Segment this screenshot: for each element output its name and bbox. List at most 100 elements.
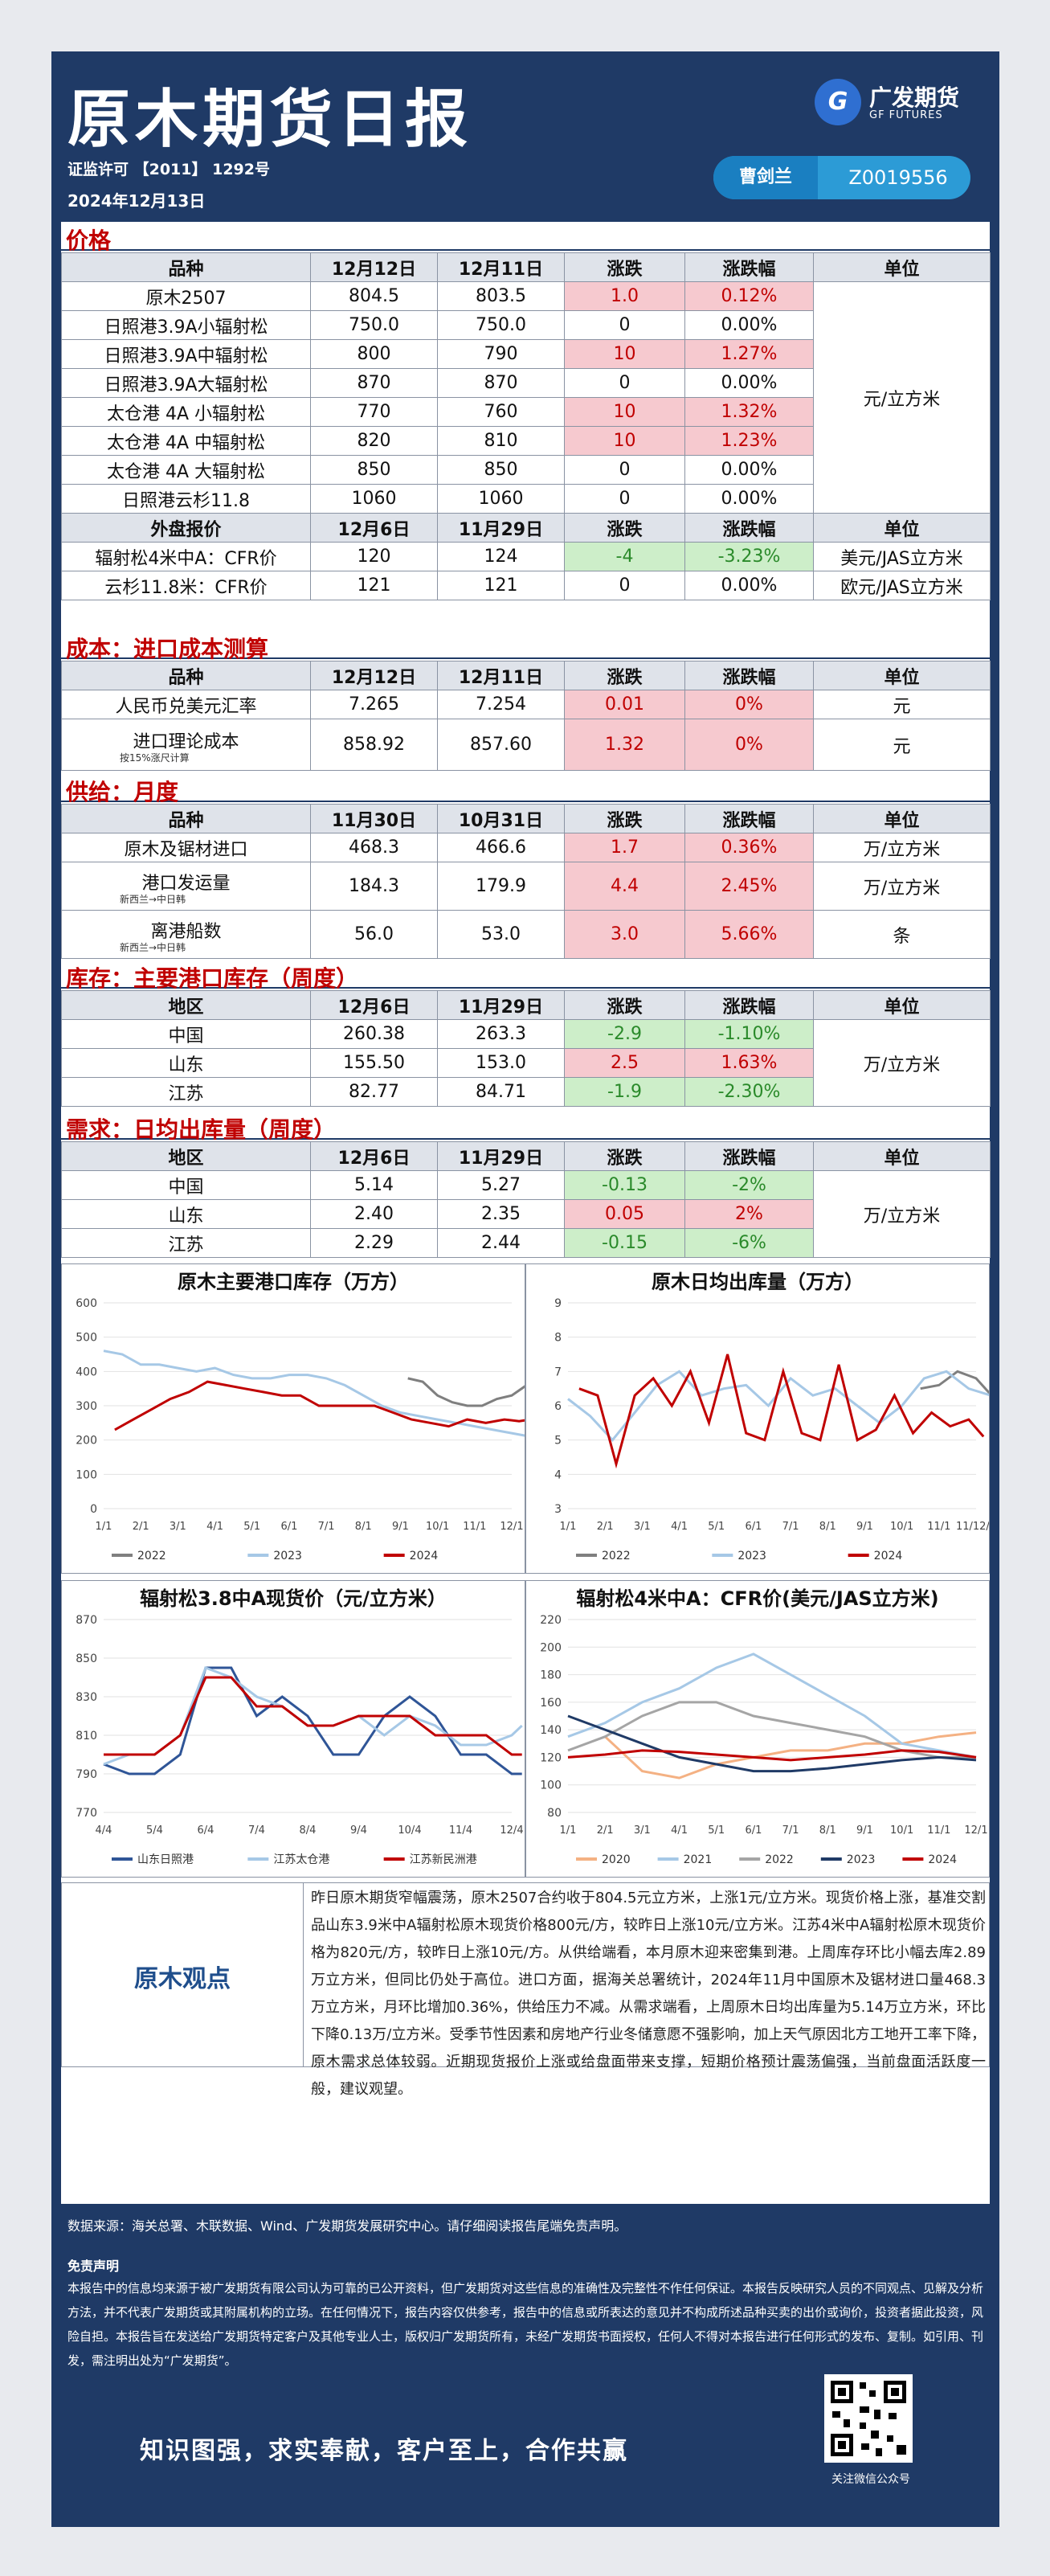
x-tick-label: 9/1 [392, 1521, 409, 1533]
view-text: 昨日原木期货窄幅震荡，原木2507合约收于804.5元立方米，上涨1元/立方米。… [311, 1890, 986, 2098]
x-tick-label: 12/1 [964, 1824, 987, 1837]
table-row: 人民币兑美元汇率 7.265 7.254 0.01 0% 元 [61, 690, 991, 719]
demand-table: 地区 12月6日 11月29日 涨跌 涨跌幅 单位 中国 5.14 5.27 -0.13 -2% 万… [61, 1141, 991, 1258]
y-tick-label: 5 [554, 1435, 562, 1448]
table-row: 日照港云杉11.8 1060 1060 0 0.00% [61, 484, 991, 514]
x-tick-label: 8/1 [819, 1521, 836, 1533]
legend-label: 2024 [410, 1550, 439, 1562]
table-row: 山东 2.40 2.35 0.05 2% [61, 1199, 991, 1229]
table-row: 山东 155.50 153.0 2.5 1.63% [61, 1048, 991, 1078]
legend-label: 2022 [765, 1853, 794, 1866]
series-line-2023 [567, 1714, 977, 1773]
x-tick-label: 5/4 [146, 1824, 163, 1837]
x-tick-label: 7/1 [782, 1824, 799, 1837]
x-tick-label: 1/1 [560, 1824, 577, 1837]
x-tick-label: 7/4 [248, 1824, 265, 1837]
x-tick-label: 9/4 [350, 1824, 367, 1837]
y-tick-label: 160 [540, 1697, 562, 1710]
report-title: 原木期货日报 [67, 84, 473, 156]
slogan: 知识图强，求实奉献，客户至上，合作共赢 [140, 2437, 628, 2465]
x-tick-label: 6/4 [198, 1824, 214, 1837]
y-tick-label: 100 [540, 1779, 562, 1792]
y-tick-label: 100 [76, 1468, 97, 1481]
qr-code-icon [831, 2381, 906, 2456]
disclaimer-heading: 免责声明 [67, 2259, 120, 2274]
table-row: 云杉11.8米：CFR价 121 121 0 0.00% 欧元/JAS立方米 [61, 571, 991, 600]
chart-port-stock: 原木主要港口库存（万方） 0 100 200 300 400 500 600 1/1 2/1 3/… [61, 1263, 525, 1574]
y-tick-label: 6 [554, 1400, 562, 1413]
series-line-2023 [103, 1349, 525, 1437]
series-line-2022 [920, 1370, 989, 1394]
y-tick-label: 7 [554, 1366, 562, 1378]
legend-label: 江苏新民洲港 [410, 1853, 477, 1866]
x-tick-label: 10/1 [890, 1824, 913, 1837]
table-row: 江苏 82.77 84.71 -1.9 -2.30% [61, 1077, 991, 1107]
data-source: 数据来源：海关总署、木联数据、Wind、广发期货发展研究中心。请仔细阅读报告尾端… [67, 2218, 627, 2234]
x-tick-label: 6/1 [745, 1521, 762, 1533]
table-row: 太仓港 4A 大辐射松 850 850 0 0.00% [61, 455, 991, 485]
table-row: 进口理论成本 按15%涨尺计算 858.92 857.60 1.32 0% 元 [61, 719, 991, 771]
y-tick-label: 220 [540, 1614, 562, 1627]
y-tick-label: 830 [76, 1691, 97, 1704]
x-tick-label: 10/1 [426, 1521, 449, 1533]
x-tick-label: 1/1 [96, 1521, 112, 1533]
view-label: 原木观点 [134, 1965, 231, 1993]
legend-label: 2022 [137, 1550, 166, 1562]
section-stock: 库存：主要港口库存（周度） [61, 960, 990, 992]
series-line-2020 [604, 1731, 977, 1779]
y-tick-label: 870 [76, 1614, 97, 1627]
table-row: 原木2507 804.5 803.5 1.0 0.12% 元/立方米 [61, 281, 991, 514]
series-line-2022 [407, 1377, 525, 1407]
x-tick-label: 2/1 [133, 1521, 149, 1533]
x-tick-label: 8/1 [819, 1824, 836, 1837]
y-tick-label: 790 [76, 1768, 97, 1781]
section-supply: 供给：月度 [61, 773, 990, 805]
y-tick-label: 400 [76, 1366, 97, 1378]
y-tick-label: 810 [76, 1730, 97, 1743]
table-row: 太仓港 4A 中辐射松 820 810 10 1.23% [61, 426, 991, 456]
y-tick-label: 600 [76, 1297, 97, 1310]
y-tick-label: 80 [547, 1807, 562, 1820]
series-line-2024 [567, 1749, 977, 1762]
x-tick-label: 10/4 [398, 1824, 421, 1837]
price-table: 品种 12月12日 12月11日 涨跌 涨跌幅 单位 原木2507 804.5 803.5 1.… [61, 252, 991, 600]
legend-label: 山东日照港 [137, 1853, 194, 1866]
x-tick-label: 6/1 [745, 1824, 762, 1837]
x-tick-label: 3/1 [634, 1824, 651, 1837]
y-tick-label: 8 [554, 1332, 562, 1345]
stock-table: 地区 12月6日 11月29日 涨跌 涨跌幅 单位 中国 260.38 263.3 -2.9 -1… [61, 990, 991, 1107]
x-tick-label: 3/1 [634, 1521, 651, 1533]
series-line-山东日照港 [103, 1666, 522, 1775]
y-tick-label: 0 [90, 1503, 97, 1516]
table-row: 辐射松4米中A：CFR价 120 124 -4 -3.23% 美元/JAS立方米 [61, 542, 991, 571]
table-row: 日照港3.9A大辐射松 870 870 0 0.00% [61, 368, 991, 398]
table-row: 太仓港 4A 小辐射松 770 760 10 1.32% [61, 397, 991, 427]
table-row: 日照港3.9A中辐射松 800 790 10 1.27% [61, 339, 991, 369]
qr-caption: 关注微信公众号 [831, 2473, 910, 2486]
x-tick-label: 2/1 [597, 1521, 614, 1533]
y-tick-label: 140 [540, 1724, 562, 1737]
table-row: 原木及锯材进口 468.3 466.6 1.7 0.36% 万/立方米 [61, 833, 991, 862]
legend-label: 2022 [602, 1550, 631, 1562]
x-tick-label: 11/1 [927, 1824, 950, 1837]
cost-table: 品种 12月12日 12月11日 涨跌 涨跌幅 单位 人民币兑美元汇率 7.265 7.254… [61, 661, 991, 771]
chart-daily-outbound: 原木日均出库量（万方） 3 4 5 6 7 8 9 1/1 2/1 3/1 4/1 5/1 6/1 7/1… [525, 1263, 990, 1574]
qr-code[interactable] [824, 2374, 913, 2463]
y-tick-label: 4 [554, 1468, 562, 1481]
series-line-2021 [567, 1652, 977, 1759]
table-row: 中国 5.14 5.27 -0.13 -2% 万/立方米 [61, 1170, 991, 1258]
section-cost: 成本：进口成本测算 [61, 630, 990, 662]
legend-label: 2023 [273, 1550, 302, 1562]
y-tick-label: 850 [76, 1652, 97, 1665]
x-tick-label: 1/1 [560, 1521, 577, 1533]
x-tick-label: 9/1 [856, 1521, 873, 1533]
x-tick-label: 6/1 [280, 1521, 297, 1533]
author-badge: 曹剑兰 Z0019556 [713, 156, 970, 199]
legend-label: 江苏太仓港 [273, 1853, 329, 1866]
y-tick-label: 120 [540, 1751, 562, 1764]
x-tick-label: 7/1 [318, 1521, 335, 1533]
report-date: 2024年12月13日 [67, 191, 206, 211]
table-row: 江苏 2.29 2.44 -0.15 -6% [61, 1228, 991, 1258]
x-tick-label: 4/4 [96, 1824, 112, 1837]
y-tick-label: 300 [76, 1400, 97, 1413]
